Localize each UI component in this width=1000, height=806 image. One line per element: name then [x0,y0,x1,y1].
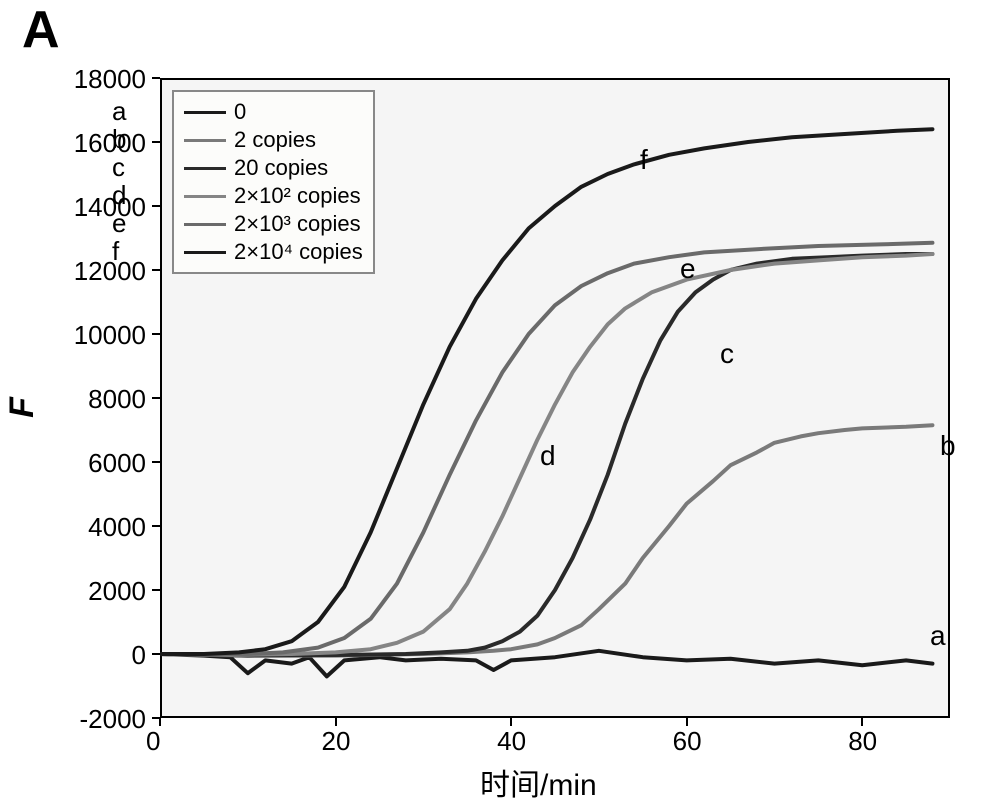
chart-container: -200002000400060008000100001200014000160… [0,0,1000,806]
y-axis-label: F [3,397,42,418]
chart-curves [0,0,1000,806]
x-tick-label: 60 [673,726,702,757]
legend-row-f: 2×10⁴ copies [184,238,363,266]
legend-letter-e: e [112,208,126,239]
x-tick-label: 20 [322,726,351,757]
y-tick-label: 6000 [88,448,146,479]
panel-label: A [22,0,60,60]
legend-row-a: 0 [184,98,363,126]
legend-row-d: 2×10² copies [184,182,363,210]
legend-letter-b: b [112,124,126,155]
legend-swatch [184,251,226,254]
y-tick-label: 18000 [74,64,146,95]
curve-annotation-a: a [930,620,946,652]
x-tick-label: 0 [146,726,160,757]
x-tick-label: 40 [497,726,526,757]
legend-swatch [184,223,226,226]
legend-row-e: 2×10³ copies [184,210,363,238]
y-tick-label: 8000 [88,384,146,415]
legend-letter-a: a [112,96,126,127]
x-axis-label: 时间/min [480,760,597,804]
x-tick-label: 80 [848,726,877,757]
y-tick-label: 2000 [88,576,146,607]
legend-label: 0 [234,99,246,125]
curve-annotation-d: d [540,440,556,472]
y-tick-label: 12000 [74,256,146,287]
legend-label: 2 copies [234,127,316,153]
legend-swatch [184,167,226,170]
legend-swatch [184,139,226,142]
legend-letter-d: d [112,180,126,211]
legend-letter-f: f [112,236,119,267]
legend-label: 20 copies [234,155,328,181]
figure-panel: A -2000020004000600080001000012000140001… [0,0,1000,806]
y-tick-label: -2000 [80,704,147,735]
y-tick-label: 0 [132,640,146,671]
y-tick-label: 16000 [74,128,146,159]
legend-label: 2×10³ copies [234,211,361,237]
legend-swatch [184,111,226,114]
curve-annotation-c: c [720,338,734,370]
legend-label: 2×10⁴ copies [234,239,363,265]
curve-annotation-b: b [940,430,956,462]
legend-row-b: 2 copies [184,126,363,154]
legend-swatch [184,195,226,198]
legend: 02 copies20 copies2×10² copies2×10³ copi… [172,90,375,274]
curve-annotation-e: e [680,253,696,285]
y-tick-label: 4000 [88,512,146,543]
legend-row-c: 20 copies [184,154,363,182]
curve-annotation-f: f [640,144,648,176]
y-tick-label: 10000 [74,320,146,351]
legend-label: 2×10² copies [234,183,361,209]
legend-letter-c: c [112,152,125,183]
y-tick-label: 14000 [74,192,146,223]
